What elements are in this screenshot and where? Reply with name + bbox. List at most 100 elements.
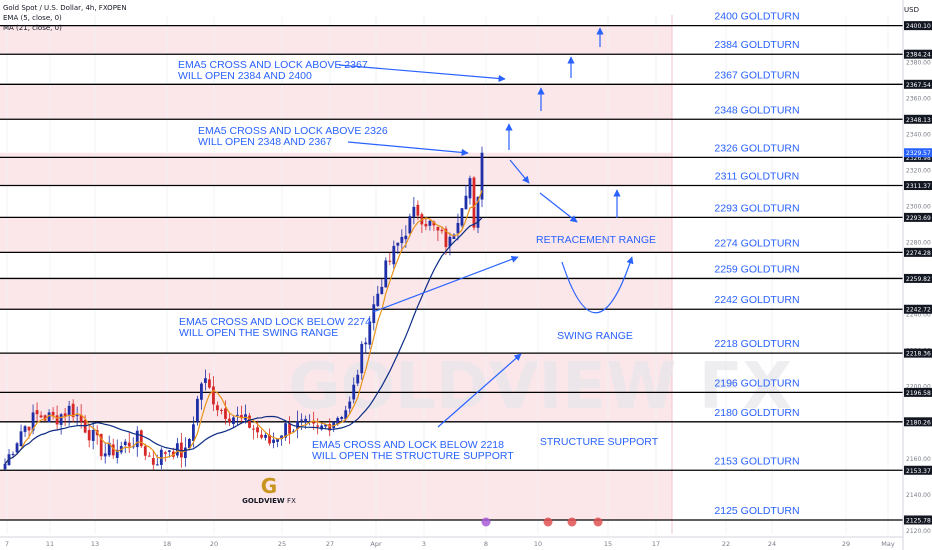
price-tag-label: 2348.13 [906,117,931,124]
zone-band [0,25,672,55]
swing-curve-arrow [561,256,634,314]
candle-body [99,433,103,457]
price-tag-label: 2125.78 [906,517,931,524]
candle-body [200,383,203,400]
price-tag-label: 2196.58 [906,390,931,397]
x-tick-label: 29 [842,540,850,548]
range-label: STRUCTURE SUPPORT [540,436,659,448]
zone-band [0,470,672,520]
candle-body [224,408,227,419]
candle-body [384,260,388,288]
candle-body [171,451,175,457]
level-label: 2311 GOLDTURN [715,171,799,183]
ma-line: MA (21, close, 0) [3,24,62,32]
y-tick-label: 2200.00 [906,384,931,391]
candle-body [332,422,336,429]
level-label: 2326 GOLDTURN [714,142,799,154]
goldview-logo: G GOLDVIEW FX [238,475,300,505]
callout-arrow [347,141,469,156]
candle-body [292,430,296,432]
candle-body [3,463,7,470]
x-tick-label: 27 [326,540,334,548]
candle-body [480,152,484,200]
watermark: GOLDVIEW FX [288,350,792,424]
candle-body [183,447,187,459]
level-label: 2348 GOLDTURN [714,104,799,116]
candle-body [416,204,420,216]
level-label: 2125 GOLDTURN [714,505,799,517]
price-tag-label: 2293.69 [906,215,931,222]
price-tag [904,49,932,59]
level-label: 2218 GOLDTURN [714,338,799,350]
candle-body [71,403,75,418]
candle-body [91,430,95,441]
candle-body [23,426,27,432]
price-tag [904,152,932,162]
currency-label: USD [904,6,919,14]
x-tick-label: 13 [91,540,99,548]
event-icon [567,517,577,527]
candle-body [75,415,79,417]
path-arrow [509,159,530,184]
candle-body [139,430,143,447]
candle-body [47,412,51,423]
x-tick-label: 24 [768,540,776,548]
y-tick-label: 2360.00 [906,95,931,102]
x-tick-label: May [881,540,895,548]
logo-brand: GOLDVIEW FX [242,497,296,505]
candle-body [248,415,251,428]
candle-body [111,444,115,456]
zone-band [0,353,672,422]
candle-body [344,410,348,420]
candle-body [256,427,259,433]
level-label: 2180 GOLDTURN [714,407,799,419]
candle-body [356,374,360,384]
zone-band [0,278,672,310]
candle-body [163,452,167,454]
candle-body [208,379,211,388]
candle-body [284,423,287,438]
price-axis: 2120.002140.002160.002180.002200.002220.… [902,0,932,550]
candle-body [204,378,207,383]
x-tick-label: 20 [210,540,218,548]
candle-body [264,434,267,438]
price-tag [904,304,932,314]
candle-body [364,342,368,345]
candle-body [380,286,384,294]
candle-body [103,453,107,457]
y-tick-label: 2240.00 [906,312,931,319]
candle-body [39,415,43,418]
x-tick-label: 17 [652,540,660,548]
candle-body [276,438,279,442]
annotation-line: WILL OPEN THE STRUCTURE SUPPORT [312,450,514,462]
candles [3,146,484,470]
candle-body [123,441,127,446]
candle-body [31,412,35,431]
price-tag-label: 2274.28 [906,250,931,257]
candle-body [340,417,344,419]
candle-body [320,425,324,430]
candle-body [352,384,356,400]
candle-body [316,425,320,427]
candle-body [464,195,468,210]
event-icon [593,517,603,527]
price-tag-label: 2367.54 [906,82,931,89]
y-tick-label: 2300.00 [906,204,931,211]
time-axis: 7 11 13 18 20 25 27 Apr 3 8 10 15 17 22 24 29 May [0,517,903,548]
candle-body [252,428,255,430]
candle-body [260,434,263,438]
candle-body [115,449,119,458]
candle-body [336,417,340,425]
candle-body [159,449,163,465]
zone-band [0,217,672,253]
candle-body [476,197,480,228]
level-label: 2400 GOLDTURN [714,11,799,23]
level-label: 2196 GOLDTURN [714,377,799,389]
level-label: 2274 GOLDTURN [714,237,799,249]
candle-body [396,242,400,246]
price-tag [904,515,932,525]
candle-body [312,422,316,424]
candle-body [151,458,155,465]
